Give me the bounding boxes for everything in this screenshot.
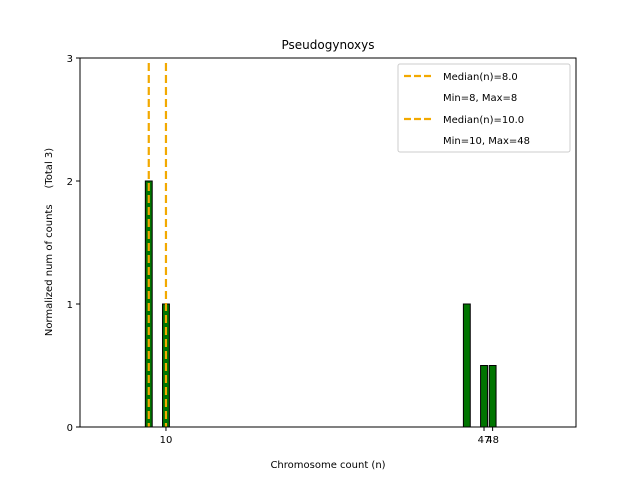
bars-group	[80, 180, 576, 428]
legend-median-label: Median(n)=8.0	[443, 72, 518, 83]
legend-median-label: Median(n)=10.0	[443, 115, 524, 126]
y-axis-label: Normalized num of counts (Total 3)	[44, 148, 55, 336]
histogram-bar	[480, 365, 488, 428]
legend: Median(n)=8.0 Min=8, Max=8 Median(n)=10.…	[397, 63, 571, 153]
x-tick-label: 47	[478, 435, 491, 446]
chart-title: Pseudogynoxys	[282, 38, 375, 52]
x-tick-label: 48	[486, 435, 499, 446]
legend-minmax-label: Min=10, Max=48	[443, 136, 530, 147]
y-tick-label: 3	[67, 54, 73, 65]
x-tick-label: 10	[160, 435, 173, 446]
histogram-bar	[462, 303, 471, 428]
y-tick-label: 1	[67, 300, 73, 311]
x-axis-label: Chromosome count (n)	[270, 460, 385, 471]
histogram-bar	[488, 365, 497, 428]
median-lines-group	[147, 63, 168, 427]
y-tick-label: 0	[67, 423, 73, 434]
legend-box	[397, 63, 571, 153]
plot-frame	[79, 57, 577, 428]
y-tick-label: 2	[67, 177, 73, 188]
legend-minmax-label: Min=8, Max=8	[443, 93, 517, 104]
y-axis-ticks: 0 1 2 3	[67, 54, 80, 434]
